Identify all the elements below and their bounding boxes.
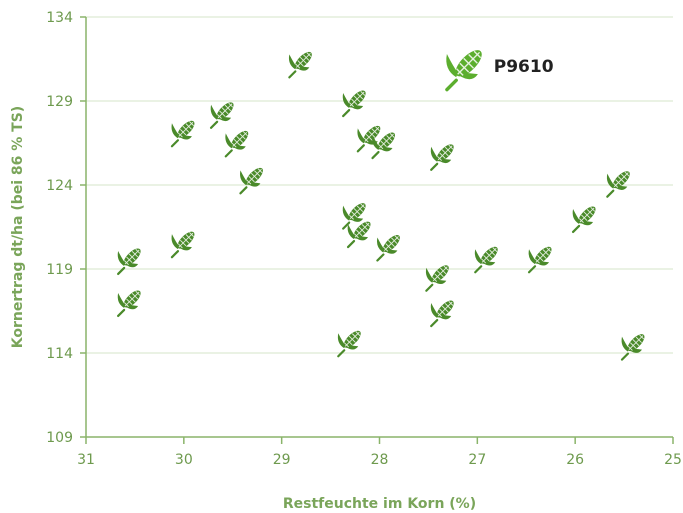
data-point-corn-icon: [116, 286, 145, 318]
data-point-corn-icon: [287, 48, 316, 79]
x-tick-label: 29: [273, 452, 291, 468]
y-tick-label: 124: [46, 178, 73, 194]
annotations: P9610: [494, 57, 554, 77]
data-point-corn-icon: [341, 86, 370, 118]
data-point-corn-icon: [620, 330, 649, 361]
x-tick-label: 28: [371, 452, 389, 468]
y-tick-label: 114: [46, 346, 73, 362]
y-tick-label: 109: [46, 430, 73, 446]
data-point-corn-icon: [605, 167, 634, 198]
data-point-corn-icon: [336, 327, 365, 358]
data-point-corn-icon: [346, 217, 375, 249]
data-point-corn-icon: [238, 164, 267, 195]
y-tick-label: 119: [46, 262, 73, 278]
x-axis-title: Restfeuchte im Korn (%): [283, 496, 476, 512]
data-point-corn-icon: [424, 261, 453, 292]
data-points: [116, 44, 649, 361]
highlight-point-corn-icon: [444, 44, 488, 92]
y-tick-label: 134: [46, 10, 73, 26]
x-tick-label: 26: [566, 452, 584, 468]
x-tick-label: 31: [77, 452, 95, 468]
data-point-corn-icon: [170, 227, 199, 259]
data-point-corn-icon: [375, 231, 404, 262]
data-point-corn-icon: [429, 140, 458, 171]
axes: [80, 16, 674, 444]
y-tick-label: 129: [46, 94, 73, 110]
data-point-corn-icon: [527, 243, 556, 274]
data-point-corn-icon: [224, 127, 253, 158]
x-tick-label: 25: [664, 452, 682, 468]
x-tick-label: 27: [468, 452, 486, 468]
y-axis-title: Kornertrag dt/ha (bei 86 % TS): [10, 106, 26, 348]
data-point-corn-icon: [473, 243, 502, 274]
point-annotation: P9610: [494, 57, 554, 77]
data-point-corn-icon: [209, 98, 238, 129]
x-tick-label: 30: [175, 452, 193, 468]
data-point-corn-icon: [429, 296, 458, 328]
gridlines: [86, 16, 673, 354]
tick-labels: 109 114 119 124 129 134 31 30 29 28 27 26 25: [46, 10, 682, 468]
data-point-corn-icon: [170, 117, 199, 148]
data-point-corn-icon: [571, 202, 600, 234]
data-point-corn-icon: [116, 244, 145, 276]
